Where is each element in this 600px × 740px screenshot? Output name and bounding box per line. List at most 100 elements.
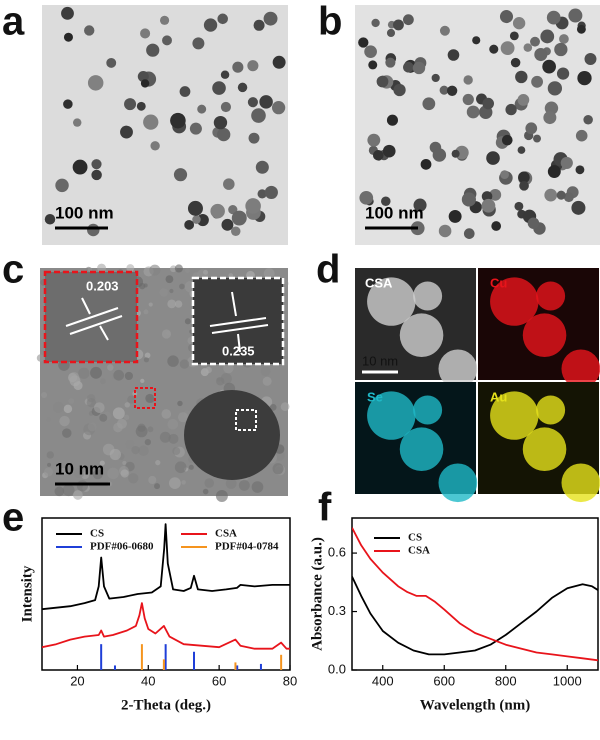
panel-letter: a bbox=[2, 0, 25, 44]
texture bbox=[203, 269, 209, 275]
particle bbox=[364, 45, 377, 59]
arrow bbox=[237, 333, 241, 353]
legend-label: CS bbox=[408, 532, 422, 544]
particle bbox=[272, 55, 286, 69]
texture bbox=[135, 425, 148, 438]
legend-label: CS bbox=[90, 528, 104, 540]
particle bbox=[402, 14, 414, 26]
texture bbox=[46, 417, 51, 422]
texture bbox=[167, 355, 179, 367]
texture bbox=[251, 481, 264, 493]
nanoparticle bbox=[438, 463, 478, 503]
particle bbox=[368, 60, 378, 70]
texture bbox=[161, 329, 172, 339]
nanoparticle bbox=[561, 463, 600, 503]
particle bbox=[248, 132, 260, 144]
nanoparticle bbox=[413, 281, 443, 311]
x-tick-label: 400 bbox=[372, 673, 394, 688]
particle bbox=[264, 185, 278, 199]
particle bbox=[253, 19, 265, 31]
particle bbox=[247, 97, 258, 108]
texture bbox=[269, 403, 277, 411]
texture bbox=[76, 480, 88, 492]
particle bbox=[462, 93, 474, 106]
particle bbox=[554, 42, 568, 57]
texture bbox=[177, 412, 189, 423]
nanoparticle bbox=[413, 395, 443, 425]
particle bbox=[472, 36, 481, 45]
particle bbox=[527, 217, 540, 229]
texture bbox=[125, 439, 135, 450]
texture bbox=[159, 431, 171, 443]
particle bbox=[251, 108, 266, 123]
particle bbox=[530, 36, 540, 47]
particle bbox=[381, 196, 391, 206]
particle bbox=[523, 43, 533, 52]
plot-frame bbox=[351, 517, 599, 671]
lattice-mark bbox=[211, 324, 269, 334]
arrow bbox=[231, 291, 237, 317]
particle bbox=[542, 59, 556, 74]
texture bbox=[78, 367, 90, 379]
particle bbox=[159, 15, 170, 25]
particle bbox=[150, 141, 160, 151]
particle bbox=[543, 111, 557, 125]
particle bbox=[63, 32, 73, 42]
particle bbox=[439, 25, 450, 36]
particle bbox=[84, 25, 95, 36]
x-tick-label: 80 bbox=[283, 673, 297, 688]
texture bbox=[59, 415, 70, 427]
scale-bar-label: 100 nm bbox=[365, 203, 424, 222]
particle bbox=[438, 224, 452, 238]
texture bbox=[179, 283, 185, 290]
nanoparticle bbox=[522, 427, 567, 471]
texture bbox=[140, 378, 145, 384]
particle bbox=[373, 150, 384, 161]
particle bbox=[72, 159, 88, 175]
texture bbox=[107, 467, 119, 480]
texture bbox=[148, 475, 157, 485]
particle bbox=[87, 75, 104, 91]
particle bbox=[232, 61, 244, 73]
lattice-mark bbox=[65, 307, 119, 327]
particle bbox=[461, 192, 476, 207]
particle bbox=[432, 148, 447, 162]
particle bbox=[140, 79, 150, 88]
particle bbox=[61, 6, 74, 20]
texture bbox=[238, 479, 250, 491]
particle bbox=[271, 101, 286, 115]
texture bbox=[90, 366, 102, 379]
particle bbox=[217, 13, 228, 25]
texture bbox=[107, 364, 114, 371]
lattice-spacing: 0.203 bbox=[86, 278, 119, 293]
particle bbox=[446, 85, 458, 96]
y-axis-title: Intensity bbox=[19, 565, 35, 622]
texture bbox=[172, 447, 181, 455]
particle bbox=[393, 19, 404, 31]
texture bbox=[122, 460, 127, 466]
particle bbox=[120, 125, 133, 139]
texture bbox=[148, 302, 153, 307]
particle bbox=[237, 82, 248, 93]
texture bbox=[97, 263, 106, 273]
particle bbox=[91, 169, 102, 181]
scale-bar-label: 10 nm bbox=[362, 353, 398, 368]
particle bbox=[44, 214, 56, 225]
texture bbox=[179, 359, 190, 369]
plot-area bbox=[42, 523, 290, 670]
particle bbox=[501, 134, 513, 146]
particle bbox=[544, 188, 558, 202]
texture bbox=[181, 480, 186, 485]
particle bbox=[136, 101, 146, 111]
texture bbox=[202, 488, 209, 495]
texture bbox=[41, 391, 48, 399]
particle bbox=[563, 192, 574, 203]
particle bbox=[463, 75, 473, 85]
particle bbox=[481, 198, 496, 213]
texture bbox=[100, 378, 106, 385]
texture bbox=[138, 445, 149, 456]
particle bbox=[463, 228, 475, 239]
particle bbox=[531, 75, 544, 88]
texture bbox=[113, 422, 123, 433]
